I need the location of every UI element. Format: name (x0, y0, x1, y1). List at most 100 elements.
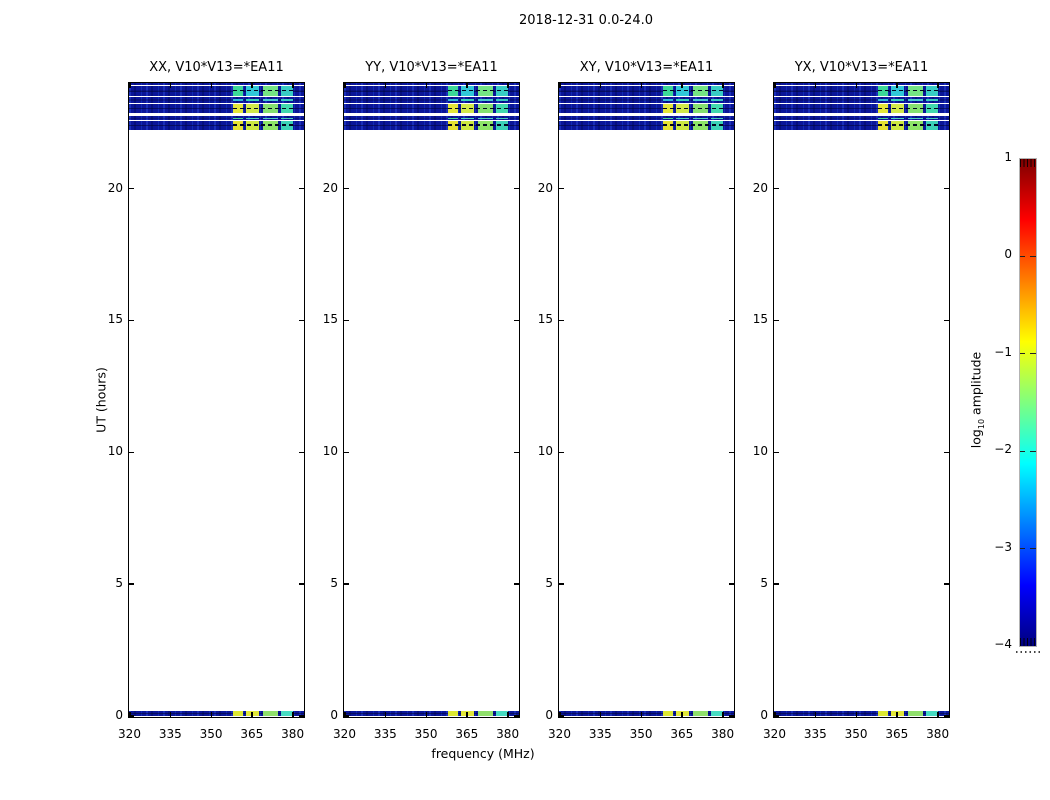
scan-stripe-5 (774, 120, 949, 130)
y-tick-right (944, 451, 949, 453)
panel-title-1: YY, V10*V13=*EA11 (365, 60, 498, 75)
panel-title-0: XX, V10*V13=*EA11 (149, 60, 284, 75)
x-tick-top (937, 83, 939, 88)
y-tick (344, 715, 349, 717)
y-tick (774, 715, 779, 717)
y-tick-label: 5 (330, 576, 338, 591)
y-tick-label: 15 (752, 312, 768, 327)
y-tick-label: 10 (752, 444, 768, 459)
heatmap-panel-0 (128, 82, 305, 718)
colorbar-tick-label: −3 (994, 539, 1012, 554)
channel-dash (280, 117, 293, 119)
channel-dash (663, 117, 673, 119)
x-tick (210, 712, 213, 717)
y-tick-label: 20 (322, 180, 338, 195)
stripe-midline (448, 124, 508, 126)
panel-title-2: XY, V10*V13=*EA11 (579, 60, 714, 75)
x-tick-label: 320 (118, 727, 141, 741)
x-tick-label: 335 (588, 727, 612, 741)
channel-block (907, 710, 923, 716)
x-tick-label: 380 (496, 727, 520, 741)
x-tick (681, 712, 683, 717)
channel-dash (245, 117, 260, 119)
scan-stripe-4 (774, 116, 949, 120)
x-tick (129, 712, 131, 717)
x-tick (466, 712, 468, 717)
x-tick-top (384, 83, 387, 88)
x-tick (292, 712, 294, 717)
y-tick-right (514, 451, 519, 453)
y-tick-label: 15 (537, 312, 553, 327)
y-tick (559, 715, 564, 717)
x-tick-top (466, 83, 468, 88)
scan-stripe-0 (344, 83, 519, 86)
y-tick-label: 10 (107, 444, 123, 459)
y-tick-right (299, 583, 304, 585)
y-tick-label: 15 (322, 312, 338, 327)
channel-dash (495, 98, 508, 101)
x-tick (937, 712, 939, 717)
channel-dash (262, 117, 278, 119)
x-tick-top (507, 83, 509, 88)
channel-dash (280, 98, 293, 101)
colorbar-tick-label: 1 (1004, 150, 1012, 164)
colorbar-label-log: log (968, 429, 984, 449)
x-tick-label: 350 (414, 727, 438, 741)
x-tick (814, 712, 817, 717)
y-tick (774, 451, 779, 453)
y-tick (129, 319, 134, 322)
x-tick-label: 380 (711, 727, 735, 741)
figure-title: 2018-12-31 0.0-24.0 (519, 13, 653, 28)
x-tick (384, 712, 387, 717)
scan-stripe-0 (559, 83, 734, 86)
x-tick-label: 365 (455, 727, 479, 741)
x-tick-top (559, 83, 561, 88)
x-tick-top (210, 83, 213, 88)
channel-dash (448, 117, 458, 119)
y-tick (774, 583, 779, 585)
channel-dash (245, 98, 260, 101)
scan-stripe-1 (559, 85, 734, 97)
channel-dash (477, 98, 493, 101)
stripe-midline (233, 107, 293, 110)
x-tick-label: 365 (885, 727, 909, 741)
x-tick-top (169, 83, 172, 88)
colorbar-tick-dash (1030, 255, 1036, 258)
x-tick-label: 350 (199, 727, 223, 741)
channel-block (925, 710, 938, 716)
stripe-midline (233, 89, 293, 92)
colorbar-tick-label: −1 (994, 344, 1012, 359)
channel-block (262, 710, 278, 716)
y-tick-right (729, 583, 734, 585)
y-tick-right (729, 187, 734, 190)
scan-stripe-5 (559, 120, 734, 130)
x-tick-label: 380 (926, 727, 950, 741)
channel-block (448, 710, 458, 716)
x-tick-label: 320 (548, 727, 571, 741)
x-tick-top (425, 83, 428, 88)
y-tick-label: 5 (115, 576, 123, 591)
y-tick-right (514, 715, 519, 717)
channel-dash (925, 98, 938, 101)
y-tick (559, 583, 564, 585)
scan-stripe-4 (129, 116, 304, 120)
y-tick-label: 10 (322, 444, 338, 459)
y-tick (774, 319, 779, 322)
channel-dash (460, 117, 475, 119)
x-tick (599, 712, 602, 717)
scan-stripe-3 (344, 104, 519, 114)
y-tick-right (729, 319, 734, 322)
heatmap-panel-3 (773, 82, 950, 718)
y-tick-right (944, 583, 949, 585)
x-tick-label: 380 (281, 727, 305, 741)
scan-stripe-4 (344, 116, 519, 120)
x-tick-top (896, 83, 898, 88)
colorbar-label-amplitude: amplitude (968, 351, 984, 419)
x-tick-top (814, 83, 817, 88)
stripe-midline (663, 89, 723, 92)
y-tick (559, 319, 564, 322)
channel-block (280, 710, 293, 716)
channel-dash (495, 117, 508, 119)
y-tick-right (514, 187, 519, 190)
channel-dash (692, 98, 708, 101)
